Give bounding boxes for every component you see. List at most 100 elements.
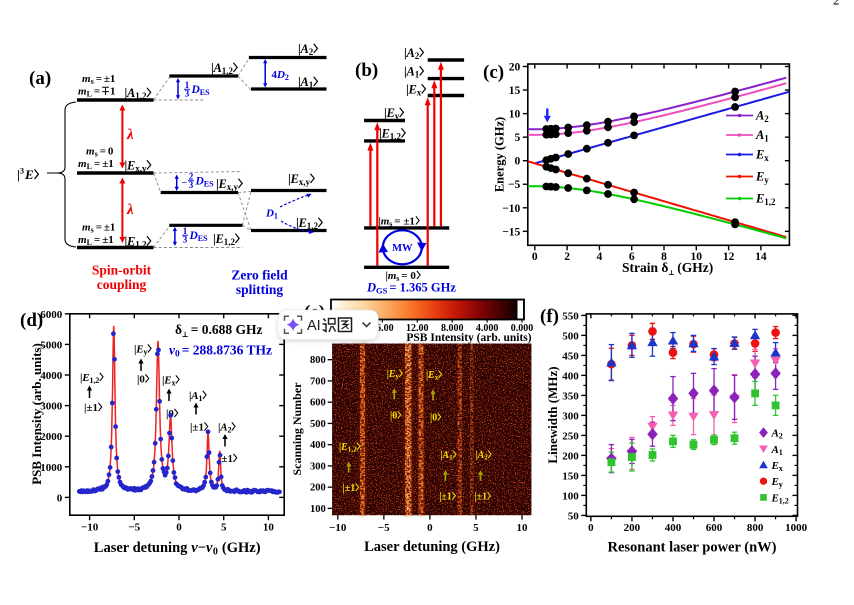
svg-text:A: A	[477, 450, 485, 461]
svg-text:2: 2	[189, 172, 194, 182]
svg-text:|: |	[125, 235, 128, 249]
svg-text:5: 5	[473, 522, 479, 534]
svg-text:|: |	[406, 83, 409, 97]
svg-text:|: |	[298, 42, 301, 56]
svg-text:12.00: 12.00	[406, 323, 429, 334]
svg-text:100: 100	[310, 504, 326, 515]
svg-text:700: 700	[310, 376, 326, 387]
svg-text:E: E	[388, 369, 396, 380]
svg-text:8.000: 8.000	[441, 323, 464, 334]
svg-text:|: |	[218, 422, 220, 434]
svg-text:|±1: |±1	[190, 422, 204, 434]
svg-text:|±1: |±1	[474, 492, 487, 503]
svg-text:= 1.365 GHz: = 1.365 GHz	[389, 281, 456, 295]
svg-text:A: A	[755, 109, 764, 123]
svg-text:3: 3	[185, 88, 190, 98]
svg-text:E: E	[215, 232, 224, 246]
svg-text:D: D	[366, 281, 376, 295]
svg-text:−10: −10	[502, 203, 520, 215]
svg-text:|: |	[426, 370, 428, 381]
svg-text:|: |	[125, 86, 128, 100]
svg-text:A: A	[190, 390, 198, 402]
svg-text:E: E	[126, 159, 135, 173]
svg-text:x,y: x,y	[135, 164, 147, 174]
svg-text:5: 5	[221, 522, 227, 534]
svg-text:D: D	[265, 208, 274, 220]
svg-text:= 0: = 0	[401, 270, 416, 282]
svg-text:AI: AI	[307, 318, 321, 334]
svg-text:|: |	[339, 442, 341, 453]
svg-text:(GHz): (GHz)	[222, 540, 261, 556]
svg-text:|: |	[379, 216, 381, 228]
svg-text:−5: −5	[508, 179, 521, 191]
svg-text:A: A	[126, 86, 135, 100]
svg-text:s: s	[91, 226, 94, 235]
svg-text:0: 0	[176, 522, 182, 534]
svg-text:200: 200	[624, 522, 641, 534]
svg-text:4: 4	[597, 251, 603, 263]
svg-text:(d): (d)	[20, 310, 43, 331]
svg-text:3: 3	[183, 234, 188, 244]
svg-text:A: A	[755, 128, 764, 142]
svg-text:3: 3	[189, 180, 194, 190]
svg-text:|0: |0	[390, 411, 397, 422]
svg-text:x,y: x,y	[227, 182, 239, 192]
svg-text:0: 0	[213, 547, 218, 558]
svg-text:16.00: 16.00	[371, 323, 394, 334]
svg-text:|: |	[216, 177, 219, 191]
svg-text:E: E	[163, 375, 171, 387]
svg-text:±1: ±1	[104, 73, 116, 85]
svg-text:E: E	[771, 476, 779, 488]
svg-text:|: |	[379, 127, 382, 141]
svg-text:m: m	[78, 158, 87, 170]
svg-text:GS: GS	[376, 286, 388, 296]
svg-text:|: |	[384, 106, 387, 120]
svg-text:2: 2	[564, 251, 570, 263]
svg-text:350: 350	[562, 390, 579, 402]
svg-text:PSB Intensity (arb. units): PSB Intensity (arb. units)	[29, 343, 44, 485]
svg-text:L: L	[87, 162, 92, 171]
svg-text:x,y: x,y	[299, 177, 311, 187]
svg-text:500: 500	[310, 419, 326, 430]
svg-text:1: 1	[183, 226, 188, 236]
svg-text:300: 300	[562, 410, 579, 422]
svg-text:4D: 4D	[272, 69, 286, 81]
svg-text:|: |	[162, 375, 164, 387]
svg-text:L: L	[87, 238, 92, 247]
svg-text:300: 300	[310, 461, 326, 472]
svg-text:1,2: 1,2	[764, 197, 776, 207]
svg-text:A: A	[406, 65, 415, 79]
svg-text:s: s	[389, 220, 392, 229]
svg-text:D: D	[189, 230, 199, 242]
svg-text:MW: MW	[392, 243, 413, 254]
svg-text:1: 1	[185, 80, 190, 90]
svg-text:|: |	[125, 159, 128, 173]
svg-text:100: 100	[562, 490, 579, 502]
svg-text:2: 2	[228, 425, 232, 434]
svg-text:(a): (a)	[29, 68, 51, 89]
svg-text:m: m	[381, 216, 390, 228]
svg-text:E: E	[771, 460, 779, 472]
svg-text:1: 1	[415, 70, 420, 80]
svg-text:m: m	[82, 222, 91, 234]
svg-text:2: 2	[285, 73, 289, 82]
svg-text:ES: ES	[204, 180, 214, 189]
svg-text:14: 14	[755, 251, 767, 263]
svg-text:E: E	[755, 148, 764, 162]
svg-text:E: E	[381, 127, 390, 141]
svg-text:6000: 6000	[40, 309, 63, 321]
svg-text:1,2: 1,2	[135, 91, 147, 101]
svg-text:m: m	[78, 86, 87, 98]
svg-text:600: 600	[706, 522, 723, 534]
svg-text:|0: |0	[137, 374, 145, 386]
svg-text:Strain δ: Strain δ	[622, 260, 668, 275]
svg-text:2: 2	[309, 47, 314, 57]
svg-text:1,2: 1,2	[307, 221, 319, 231]
svg-text:A: A	[300, 42, 309, 56]
svg-text:A: A	[300, 75, 309, 89]
svg-text:A: A	[406, 46, 415, 60]
svg-text:150: 150	[562, 470, 579, 482]
svg-text:s: s	[91, 77, 94, 86]
svg-text:|: |	[80, 372, 82, 384]
svg-text:(c): (c)	[483, 62, 504, 83]
